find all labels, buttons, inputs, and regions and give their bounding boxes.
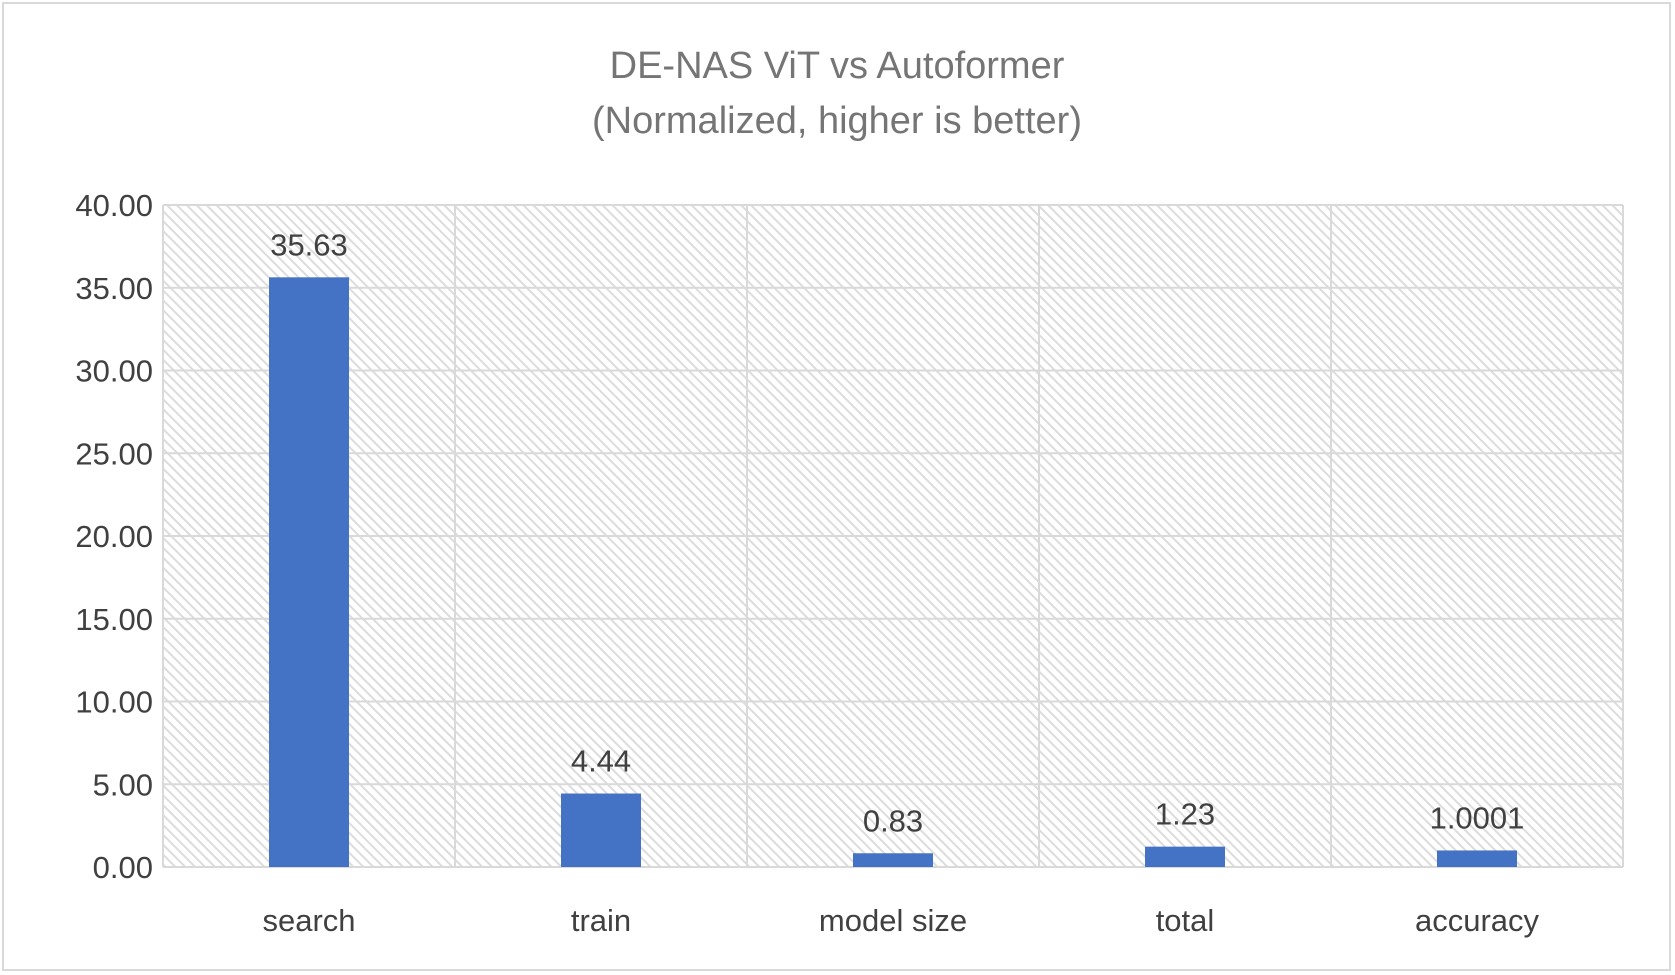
y-tick-label: 10.00 bbox=[75, 685, 153, 720]
y-tick-label: 40.00 bbox=[75, 188, 153, 223]
y-tick-label: 0.00 bbox=[93, 850, 153, 885]
y-axis-tick-labels: 0.00 5.00 10.00 15.00 20.00 25.00 30.00 35.00 40… bbox=[75, 188, 153, 885]
data-label: 1.0001 bbox=[1430, 800, 1525, 835]
data-label: 35.63 bbox=[270, 227, 348, 262]
data-label: 4.44 bbox=[571, 744, 631, 779]
bar-accuracy bbox=[1437, 850, 1517, 867]
bar-search bbox=[269, 277, 349, 867]
y-tick-label: 15.00 bbox=[75, 602, 153, 637]
y-tick-label: 30.00 bbox=[75, 354, 153, 389]
chart-title: DE-NAS ViT vs Autoformer bbox=[610, 45, 1065, 87]
bar-total bbox=[1145, 846, 1225, 867]
category-label: accuracy bbox=[1415, 903, 1540, 938]
bar-model-size bbox=[853, 853, 933, 867]
gridlines bbox=[162, 204, 1624, 868]
y-tick-label: 5.00 bbox=[93, 767, 153, 802]
category-label: total bbox=[1156, 903, 1215, 938]
bar-train bbox=[561, 793, 641, 867]
category-label: train bbox=[571, 903, 631, 938]
data-labels: 35.63 4.44 0.83 1.23 1.0001 bbox=[270, 227, 1524, 838]
bars bbox=[269, 277, 1517, 867]
x-axis-category-labels: search train model size total accuracy bbox=[262, 903, 1539, 938]
category-label: model size bbox=[819, 903, 967, 938]
category-label: search bbox=[262, 903, 355, 938]
data-label: 0.83 bbox=[863, 803, 923, 838]
data-label: 1.23 bbox=[1155, 797, 1215, 832]
y-tick-label: 20.00 bbox=[75, 519, 153, 554]
y-tick-label: 25.00 bbox=[75, 436, 153, 471]
y-tick-label: 35.00 bbox=[75, 271, 153, 306]
chart-subtitle: (Normalized, higher is better) bbox=[592, 100, 1082, 142]
